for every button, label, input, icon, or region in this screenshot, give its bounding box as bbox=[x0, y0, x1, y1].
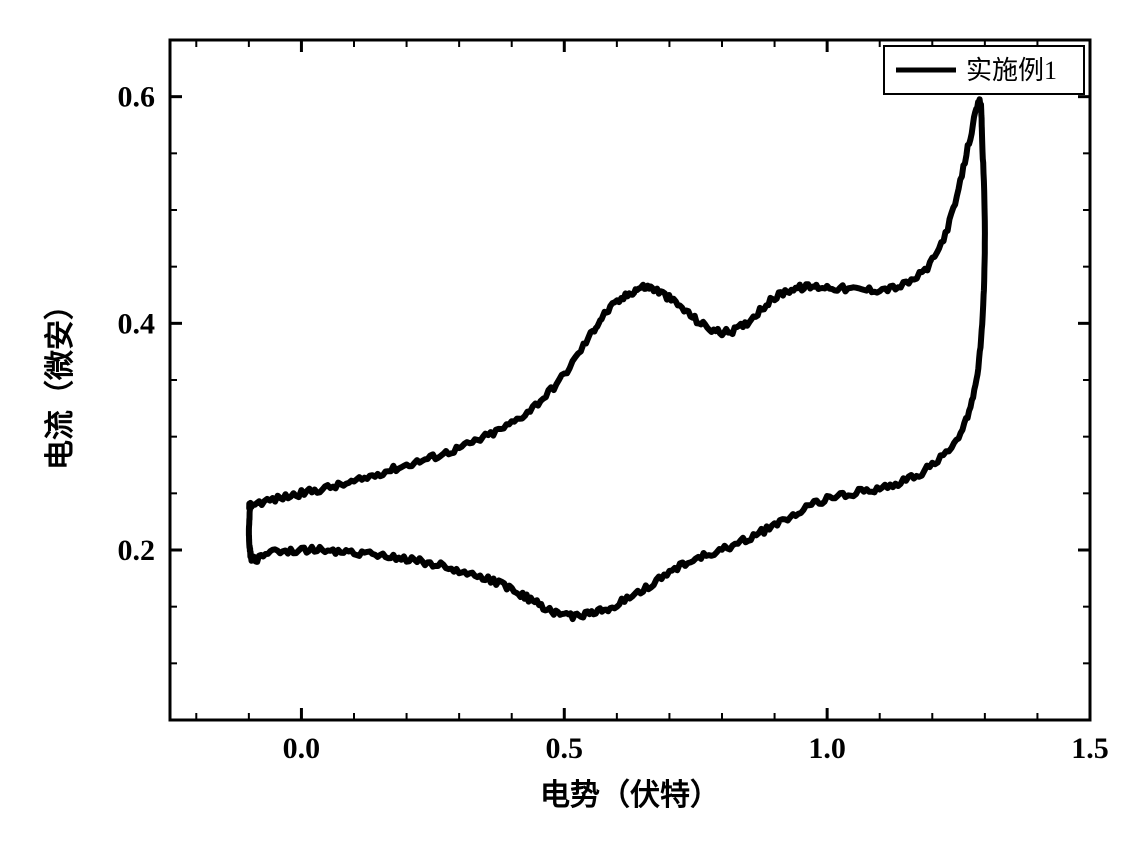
x-tick-label: 1.0 bbox=[808, 732, 846, 765]
legend-label: 实施例1 bbox=[966, 56, 1057, 85]
x-tick-label: 0.0 bbox=[283, 732, 321, 765]
y-tick-label: 0.4 bbox=[118, 307, 156, 340]
plot-border bbox=[170, 40, 1090, 720]
x-tick-label: 1.5 bbox=[1071, 732, 1109, 765]
chart-container: 0.0 0.5 1.0 1.5 0.2 0.4 0.6 电势（伏特） 电流（微安） 实施例1 bbox=[0, 0, 1121, 841]
y-tick-label: 0.2 bbox=[118, 534, 156, 567]
x-axis-label: 电势（伏特） bbox=[540, 778, 720, 812]
x-tick-label: 0.5 bbox=[546, 732, 584, 765]
series-line bbox=[249, 99, 985, 619]
y-axis-label: 电流（微安） bbox=[43, 290, 77, 470]
y-tick-label: 0.6 bbox=[118, 81, 156, 114]
cv-chart: 0.0 0.5 1.0 1.5 0.2 0.4 0.6 电势（伏特） 电流（微安） 实施例1 bbox=[0, 0, 1121, 841]
